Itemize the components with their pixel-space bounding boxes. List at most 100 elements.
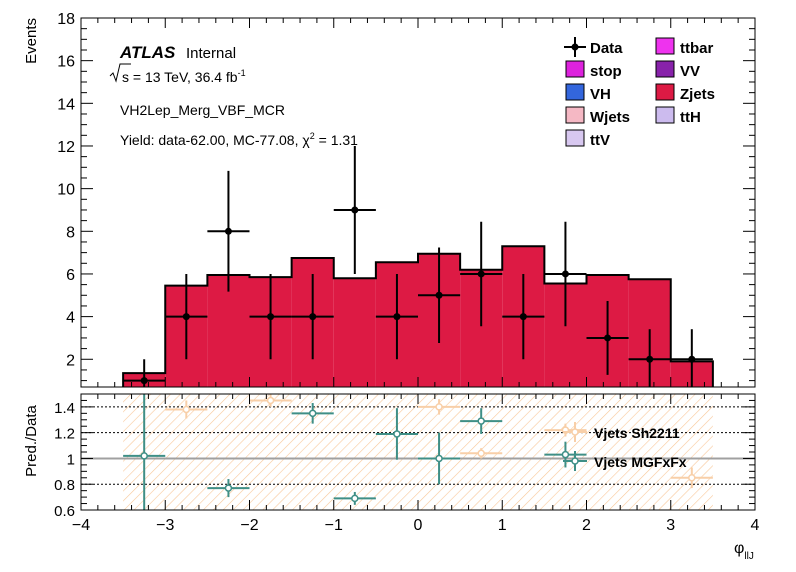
legend-entry: Wjets (565, 106, 630, 126)
uncertainty-band (123, 394, 713, 510)
x-tick-label: −1 (325, 517, 343, 534)
ratio-point (460, 448, 503, 459)
ratio-x-ticks: −4 −3 −2 −1 0 1 2 3 4 (72, 394, 760, 534)
energy-label: s = 13 TeV, 36.4 fb-1 (109, 63, 246, 85)
legend-label: VV (680, 63, 700, 80)
ratio-point (670, 467, 713, 489)
energy-rest: = 13 TeV, 36.4 fb (129, 69, 238, 85)
zjets-bar (333, 278, 376, 387)
main-y-tick-label: 14 (57, 96, 75, 113)
legend-entry: ttbar (655, 37, 713, 57)
svg-text:s = 13 TeV, 36.4 fb-1: s = 13 TeV, 36.4 fb-1 (122, 68, 246, 85)
main-panel: 2 4 6 8 10 12 14 16 18 Events ATLAS Internal s =… (23, 11, 756, 388)
main-y-tick-label: 2 (66, 352, 75, 369)
main-y-tick-label: 8 (66, 224, 75, 241)
ratio-point (460, 408, 503, 434)
data-points (123, 145, 713, 387)
main-y-tick-label: 10 (57, 182, 75, 199)
ratio-y-tick-label: 1 (67, 451, 75, 468)
data-point (418, 247, 461, 344)
legend-label: ttbar (680, 40, 713, 57)
ratio-y-ticks: 0.6 0.8 1 1.2 1.4 (54, 393, 755, 520)
data-point (670, 329, 713, 387)
x-tick-label: 2 (582, 517, 591, 534)
ratio-y-tick-label: 0.8 (54, 477, 75, 494)
legend-label: Wjets (590, 109, 630, 126)
ratio-y-axis-label: Pred./Data (23, 404, 40, 476)
x-tick-label: 3 (666, 517, 675, 534)
ratio-point (249, 394, 292, 407)
data-point (544, 221, 587, 327)
legend-label: VH (590, 86, 611, 103)
data-point (375, 273, 418, 360)
ratio-point (375, 408, 418, 460)
zjets-bar (207, 275, 250, 387)
ratio-y-tick-label: 1.4 (54, 400, 75, 417)
energy-sqrt: s (122, 69, 129, 85)
legend-entry: ttV (565, 129, 610, 149)
legend-entry: Data (564, 37, 623, 57)
yield-sup: 2 (310, 131, 315, 141)
data-point (207, 170, 250, 292)
data-point (249, 273, 292, 360)
energy-sup: -1 (238, 68, 246, 78)
legend-label: Zjets (680, 86, 715, 103)
x-tick-label: 1 (498, 517, 507, 534)
main-x-ticks (80, 18, 756, 387)
legend-label: ttH (680, 109, 701, 126)
legend-entry: ttH (655, 106, 701, 126)
x-tick-label: 4 (751, 517, 760, 534)
ratio-legend-entry: Vjets Sh2211 (563, 422, 680, 442)
ratio-point (165, 400, 208, 419)
ratio-point (291, 403, 334, 424)
yield-label: Yield: data-62.00, MC-77.08, χ2 = 1.31 (120, 131, 358, 148)
legend-entry: VV (655, 60, 700, 80)
ratio-panel: 0.6 0.8 1 1.2 1.4 −4 −3 −2 −1 0 1 2 3 4 Vjets Sh2211… (23, 393, 760, 562)
ratio-point (418, 432, 461, 485)
data-point (165, 273, 208, 360)
ratio-series-group (165, 394, 713, 489)
yield-suffix: = 1.31 (315, 132, 358, 148)
main-y-tick-label: 12 (57, 139, 75, 156)
ratio-point (418, 399, 461, 415)
legend-label: ttV (590, 132, 610, 149)
ratio-legend-entry: Vjets MGFxFx (563, 451, 687, 471)
legend-label: stop (590, 63, 622, 80)
data-point (291, 273, 334, 360)
internal-label: Internal (186, 45, 236, 62)
x-tick-label: −4 (72, 517, 90, 534)
ratio-point (333, 491, 376, 505)
ratio-y-tick-label: 0.6 (54, 503, 75, 520)
data-point (123, 359, 166, 387)
main-legend: Data ttbar stop VV VH Zjets Wjets ttH ttV (564, 37, 715, 149)
main-y-ticks: 2 4 6 8 10 12 14 16 18 (57, 11, 755, 382)
region-label: VH2Lep_Merg_VBF_MCR (120, 102, 285, 118)
data-point (460, 221, 503, 327)
x-tick-label: −2 (240, 517, 258, 534)
ratio-series (123, 394, 713, 510)
main-y-tick-label: 18 (57, 11, 75, 28)
legend-entry: VH (565, 83, 611, 103)
ratio-y-tick-label: 1.2 (54, 426, 75, 443)
data-point (333, 145, 376, 274)
x-tick-label: −3 (156, 517, 174, 534)
atlas-label: ATLAS (119, 43, 176, 62)
yield-prefix: Yield: data-62.00, MC-77.08, χ (120, 132, 310, 148)
x-axis-label: φllJ (734, 540, 754, 562)
main-y-tick-label: 16 (57, 54, 75, 71)
x-axis-label-sub: llJ (744, 551, 753, 562)
ratio-point (544, 441, 587, 468)
ratio-legend-label: Vjets MGFxFx (594, 454, 687, 470)
ratio-point (207, 479, 250, 498)
x-axis-label-main: φ (734, 540, 744, 557)
data-point (586, 301, 629, 375)
main-y-tick-label: 6 (66, 267, 75, 284)
ratio-point (123, 394, 166, 510)
data-point (628, 329, 671, 387)
ratio-point (544, 423, 587, 437)
ratio-series-group (123, 394, 587, 510)
legend-label: Data (590, 40, 623, 57)
x-tick-label: 0 (414, 517, 423, 534)
ratio-legend-label: Vjets Sh2211 (594, 425, 680, 441)
